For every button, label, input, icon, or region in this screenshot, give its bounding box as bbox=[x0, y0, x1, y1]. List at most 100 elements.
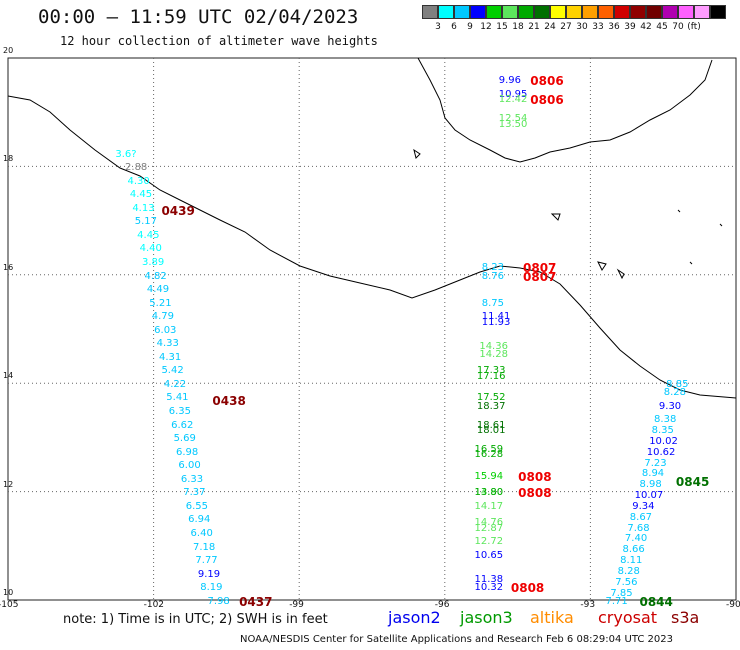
wave-height-label: 8.85 bbox=[666, 378, 689, 390]
wave-height-label: 4.45 bbox=[129, 189, 153, 201]
scale-swatch bbox=[438, 5, 454, 19]
x-tick-label: -93 bbox=[580, 600, 596, 610]
wave-height-label: 12.42 bbox=[498, 94, 528, 106]
wave-height-label: 8.19 bbox=[200, 582, 223, 594]
wave-height-label: 7.98 bbox=[207, 595, 230, 607]
scale-tick-label: 70 bbox=[672, 22, 684, 32]
x-tick-label: -96 bbox=[434, 600, 450, 610]
scale-tick-label: 27 bbox=[560, 22, 572, 32]
scale-swatch bbox=[710, 5, 726, 19]
wave-height-label: 11.93 bbox=[481, 316, 511, 328]
wave-height-label: 16.59 bbox=[474, 443, 504, 455]
pass-time-label: 0437 bbox=[239, 594, 273, 609]
y-tick-label: 18 bbox=[3, 154, 14, 164]
wave-height-label: 17.16 bbox=[476, 370, 506, 382]
island-marks bbox=[413, 148, 723, 280]
wave-height-label: 4.31 bbox=[159, 351, 182, 363]
scale-tick-label: (ft) bbox=[687, 22, 701, 32]
pass-time-label: 0439 bbox=[161, 204, 195, 219]
wave-height-label: 7.71 bbox=[605, 595, 628, 607]
legend-item: cryosat bbox=[598, 608, 658, 627]
wave-height-label: 5.42 bbox=[161, 365, 184, 377]
wave-height-label: 5.41 bbox=[166, 392, 189, 404]
wave-height-label: 7.40 bbox=[624, 533, 648, 545]
pass-time-label: 0808 bbox=[518, 486, 552, 501]
wave-height-label: 5.17 bbox=[134, 216, 157, 228]
wave-height-label: 7.77 bbox=[195, 555, 218, 567]
wave-height-label: 4.33 bbox=[156, 338, 179, 350]
wave-height-label: 12.72 bbox=[474, 536, 504, 548]
wave-height-label: 7.37 bbox=[183, 487, 206, 499]
scale-tick-label: 30 bbox=[576, 22, 588, 32]
scale-swatch bbox=[534, 5, 550, 19]
pass-time-label: 0845 bbox=[675, 475, 710, 490]
pass-time-label: 0807 bbox=[523, 269, 557, 284]
scale-swatch bbox=[694, 5, 710, 19]
y-tick-label: 12 bbox=[3, 479, 14, 489]
scale-tick-label: 24 bbox=[544, 22, 556, 32]
y-tick-label: 20 bbox=[3, 46, 14, 55]
wave-height-label: 6.00 bbox=[178, 460, 201, 472]
wave-height-label: 12.87 bbox=[474, 522, 504, 534]
wave-height-label: 14.36 bbox=[479, 340, 508, 352]
wave-height-label: 8.35 bbox=[651, 424, 674, 436]
scale-tick-label: 18 bbox=[512, 22, 524, 32]
pass-time-label: 0808 bbox=[510, 581, 545, 596]
scale-swatch bbox=[614, 5, 630, 19]
scale-swatch bbox=[598, 5, 614, 19]
wave-height-label: 6.40 bbox=[190, 527, 213, 539]
scale-swatch bbox=[646, 5, 662, 19]
wave-height-label: 6.33 bbox=[180, 473, 204, 485]
scale-tick-label: 12 bbox=[480, 22, 492, 32]
wave-height-label: 10.32 bbox=[474, 582, 504, 594]
wave-height-label: 5.21 bbox=[149, 297, 172, 309]
scale-swatch bbox=[582, 5, 598, 19]
legend-item: s3a bbox=[671, 608, 700, 627]
wave-height-label: 7.68 bbox=[627, 522, 650, 534]
wave-height-label: 17.52 bbox=[476, 392, 506, 404]
wave-height-label: 18.01 bbox=[476, 424, 506, 436]
wave-height-label: 6.03 bbox=[154, 324, 177, 336]
wave-height-label: 4.40 bbox=[139, 243, 162, 255]
wave-height-label: 8.98 bbox=[639, 479, 662, 491]
scale-tick-label: 42 bbox=[640, 22, 652, 32]
wave-height-label: 4.30 bbox=[127, 175, 150, 187]
scale-swatch bbox=[678, 5, 694, 19]
page-subtitle: 12 hour collection of altimeter wave hei… bbox=[60, 34, 378, 48]
wave-height-label: 4.13 bbox=[132, 202, 155, 214]
wave-height-label: 18.37 bbox=[476, 400, 506, 412]
wave-height-label: 14.28 bbox=[479, 349, 508, 361]
pass-time-label: 0807 bbox=[523, 261, 557, 276]
wave-height-label: 8.66 bbox=[622, 544, 645, 556]
wave-height-label: 9.19 bbox=[197, 568, 221, 580]
wave-height-label: 4.22 bbox=[163, 378, 187, 390]
scale-tick-label: 39 bbox=[624, 22, 636, 32]
scale-swatch bbox=[566, 5, 582, 19]
wave-height-label: 6.98 bbox=[176, 446, 199, 458]
scale-swatch bbox=[630, 5, 646, 19]
wave-height-label: 14.76 bbox=[474, 517, 504, 529]
wave-height-label: 13.50 bbox=[498, 118, 528, 130]
pass-time-label: 0806 bbox=[530, 74, 564, 89]
wave-height-label: 8.76 bbox=[481, 270, 505, 282]
scale-swatch bbox=[486, 5, 502, 19]
wave-height-label: 13.80 bbox=[474, 487, 504, 499]
wave-height-label: 4.82 bbox=[144, 270, 167, 282]
scale-tick-label: 6 bbox=[451, 22, 457, 32]
scale-tick-label: 15 bbox=[496, 22, 508, 32]
wave-height-label: 8.11 bbox=[620, 555, 643, 567]
y-tick-label: 10 bbox=[3, 588, 14, 597]
wave-height-label: 3.89 bbox=[142, 256, 165, 268]
wave-height-label: 6.62 bbox=[171, 419, 194, 431]
wave-height-label: 8.94 bbox=[641, 468, 665, 480]
wave-height-label: 11.38 bbox=[474, 574, 504, 586]
wave-height-label: 12.54 bbox=[498, 113, 528, 125]
wave-height-label: 5.69 bbox=[173, 433, 196, 445]
wave-height-label: 4.49 bbox=[146, 284, 170, 296]
wave-height-label: 4.45 bbox=[137, 229, 160, 241]
x-tick-label: -105 bbox=[0, 600, 19, 610]
footer-note: note: 1) Time is in UTC; 2) SWH is in fe… bbox=[63, 612, 328, 627]
wave-height-label: 2.88 bbox=[125, 162, 148, 174]
wave-height-label: 10.07 bbox=[634, 490, 664, 502]
